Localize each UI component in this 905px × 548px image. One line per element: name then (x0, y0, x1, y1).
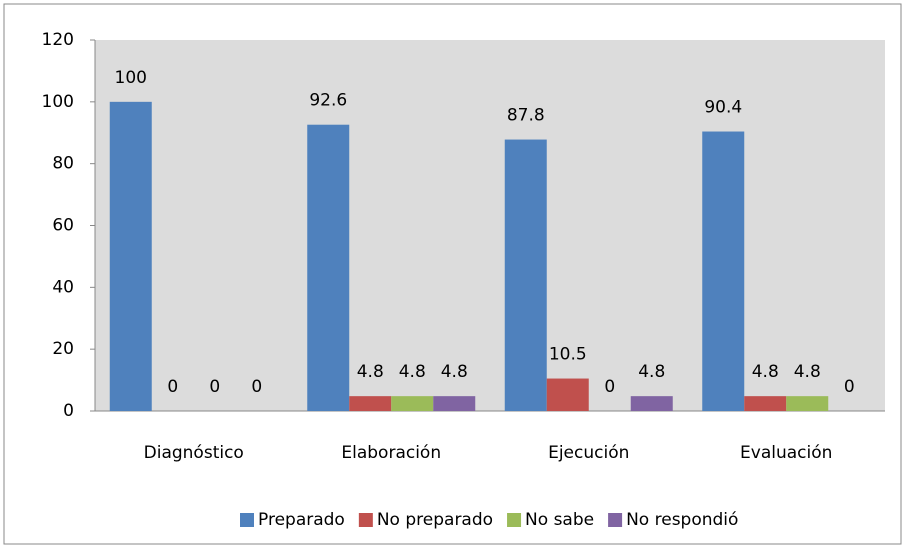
y-tick-label: 60 (52, 216, 74, 236)
bar (349, 396, 392, 411)
data-label: 4.8 (794, 362, 821, 382)
data-label: 92.6 (309, 91, 347, 111)
legend-swatch (240, 513, 254, 527)
bar (391, 396, 434, 411)
y-tick-label: 0 (63, 401, 74, 421)
legend-swatch (507, 513, 522, 527)
bar (786, 396, 829, 411)
bar (744, 396, 787, 411)
legend-label: No respondió (626, 510, 738, 530)
data-label: 0 (844, 377, 855, 397)
x-tick-label: Diagnóstico (144, 443, 244, 463)
data-label: 0 (251, 377, 262, 397)
legend-swatch (608, 513, 623, 527)
data-label: 90.4 (704, 98, 742, 118)
data-label: 87.8 (507, 106, 545, 126)
data-label: 0 (209, 377, 220, 397)
bar (546, 378, 589, 411)
legend-label: Preparado (258, 510, 345, 530)
x-tick-label: Evaluación (740, 443, 832, 463)
legend-label: No preparado (377, 510, 493, 530)
bar (630, 396, 673, 411)
data-label: 0 (604, 377, 615, 397)
y-tick-label: 40 (52, 277, 74, 297)
y-tick-label: 20 (52, 339, 74, 359)
bar (702, 131, 745, 411)
data-label: 4.8 (357, 362, 384, 382)
x-tick-label: Elaboración (341, 443, 441, 463)
bar (433, 396, 476, 411)
bar (109, 101, 152, 411)
data-label: 4.8 (638, 362, 665, 382)
bar (504, 139, 547, 411)
data-label: 4.8 (441, 362, 468, 382)
y-tick-label: 120 (42, 30, 74, 50)
legend-swatch (358, 513, 373, 527)
data-label: 0 (167, 377, 178, 397)
x-tick-label: Ejecución (548, 443, 629, 463)
plot-area (95, 40, 885, 411)
data-label: 4.8 (399, 362, 426, 382)
y-tick-label: 100 (42, 92, 74, 112)
data-label: 4.8 (752, 362, 779, 382)
legend-label: No sabe (525, 510, 594, 530)
data-label: 10.5 (549, 345, 587, 365)
data-label: 100 (115, 68, 147, 88)
bar (307, 124, 350, 411)
y-tick-label: 80 (52, 154, 74, 174)
